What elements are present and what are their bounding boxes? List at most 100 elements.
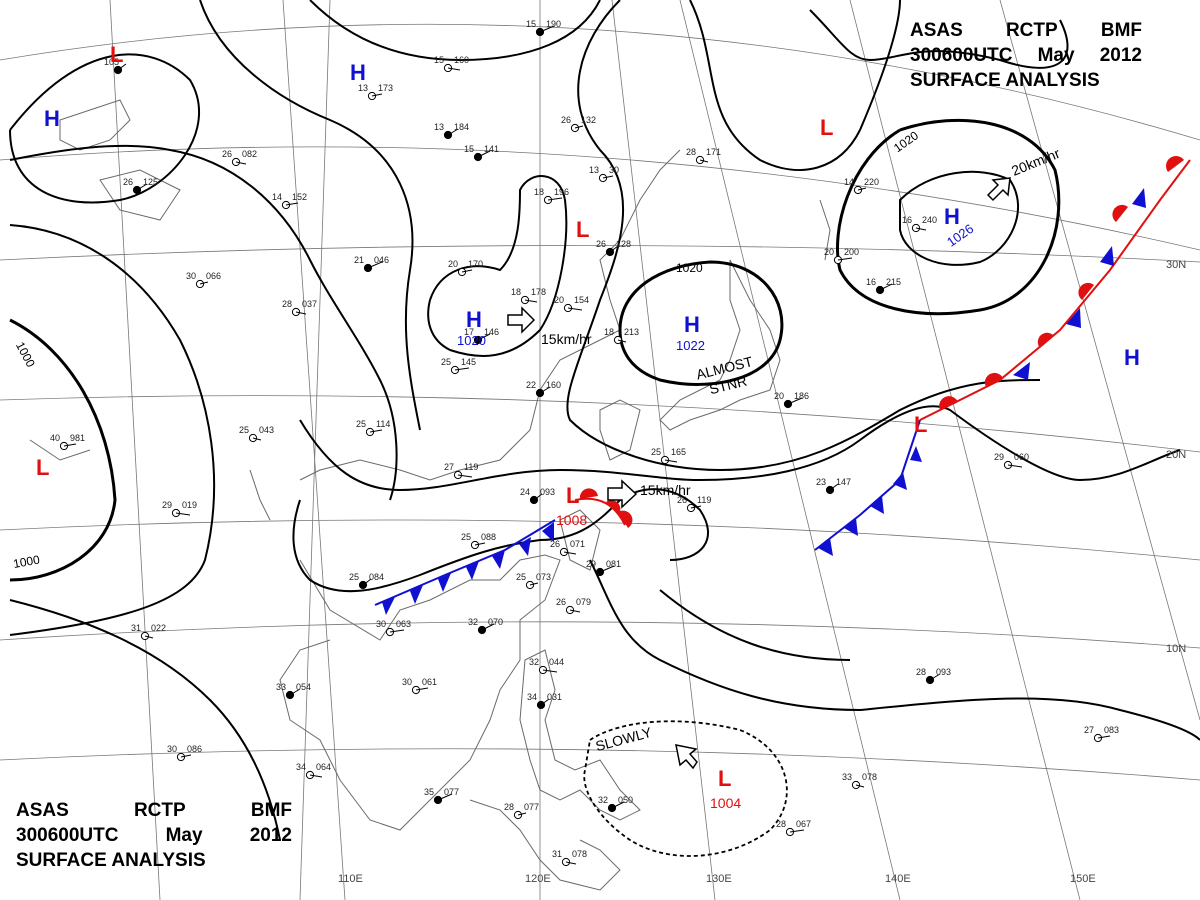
station-plot: 34 064 bbox=[296, 762, 331, 780]
wind-barb bbox=[664, 459, 678, 463]
isobar-north-right bbox=[809, 9, 1069, 69]
wind-barb bbox=[362, 578, 372, 586]
isobar-nw-closed bbox=[9, 53, 201, 204]
station-pressure: 037 bbox=[302, 299, 317, 309]
high-center-pacific-east: H bbox=[1124, 345, 1140, 370]
meridian-140e bbox=[679, 0, 901, 900]
station-pressure: 061 bbox=[422, 677, 437, 687]
station-plot: 26 082 bbox=[222, 149, 257, 167]
wind-barb bbox=[477, 333, 491, 341]
wind-barb bbox=[481, 623, 495, 631]
station-temperature: 24 bbox=[520, 487, 530, 497]
station-temperature: 13 bbox=[358, 83, 368, 93]
station-temperature: 31 bbox=[552, 849, 562, 859]
station-temperature: 15 bbox=[434, 55, 444, 65]
station-temperature: 35 bbox=[424, 787, 434, 797]
wind-barb bbox=[855, 784, 865, 788]
station-temperature: 32 bbox=[598, 795, 608, 805]
station-plot: 30 066 bbox=[186, 271, 221, 289]
station-plot: 32 070 bbox=[468, 617, 503, 635]
station-temperature: 26 bbox=[123, 177, 133, 187]
station-temperature: 29 bbox=[586, 559, 596, 569]
station-temperature: 33 bbox=[842, 772, 852, 782]
station-plot: 18 178 bbox=[511, 287, 546, 305]
lon-label-150e: 150E bbox=[1070, 873, 1096, 885]
isobars bbox=[9, 0, 1200, 857]
station-temperature: 18 bbox=[511, 287, 521, 297]
title-month: May bbox=[165, 825, 203, 846]
station-plot: 31 022 bbox=[131, 623, 166, 641]
lon-label-120e: 120E bbox=[525, 873, 551, 885]
station-temperature: 15 bbox=[464, 144, 474, 154]
station-plot: 28 077 bbox=[504, 802, 539, 820]
high-center-1022-value: 1022 bbox=[676, 338, 705, 353]
station-pressure: 196 bbox=[554, 187, 569, 197]
grid-labels: 110E 120E 130E 140E 150E 30N 20N 10N bbox=[338, 259, 1186, 885]
station-temperature: 28 bbox=[504, 802, 514, 812]
station-plot: 28 093 bbox=[916, 667, 951, 685]
wind-barb bbox=[609, 245, 619, 253]
wind-barb bbox=[389, 629, 405, 633]
meridian-100e bbox=[109, 0, 161, 900]
low-center-1008: L bbox=[566, 483, 579, 508]
station-pressure: 067 bbox=[796, 819, 811, 829]
station-pressure: 173 bbox=[378, 83, 393, 93]
low-center-pacific-front: L bbox=[914, 412, 927, 437]
station-pressure: 119 bbox=[697, 495, 711, 505]
motion-arrow-northwest bbox=[675, 744, 698, 770]
motion-arrow-east-1 bbox=[507, 306, 536, 334]
wind-barb bbox=[837, 257, 853, 261]
station-plot: 31 078 bbox=[552, 849, 587, 867]
station-plot: 33 054 bbox=[276, 682, 311, 700]
station-pressure: 019 bbox=[182, 500, 197, 510]
wind-barb bbox=[602, 175, 614, 179]
coast-island-east bbox=[819, 199, 831, 261]
station-plot: 16 240 bbox=[902, 215, 937, 233]
motion-label-1: 15km/hr bbox=[541, 331, 592, 347]
station-pressure: 054 bbox=[296, 682, 311, 692]
station-pressure: 078 bbox=[572, 849, 587, 859]
low-center-west: L bbox=[36, 455, 49, 480]
wind-barb bbox=[542, 669, 558, 673]
station-plot: 33 078 bbox=[842, 772, 877, 790]
warm-front-taiwan bbox=[574, 488, 633, 528]
station-plot: 16 215 bbox=[866, 277, 901, 295]
station-pressure: 186 bbox=[794, 391, 809, 401]
title-time: 300600UTC bbox=[16, 825, 119, 846]
meridian-110e bbox=[282, 0, 346, 900]
station-pressure: 081 bbox=[606, 559, 621, 569]
station-plot: 29 060 bbox=[994, 452, 1029, 470]
station-plot: 15 141 bbox=[464, 144, 499, 162]
wind-barb bbox=[540, 698, 550, 706]
station-pressure: 114 bbox=[376, 419, 390, 429]
wind-barb bbox=[371, 93, 383, 97]
wind-barb bbox=[285, 202, 299, 206]
lat-label-10n: 10N bbox=[1166, 643, 1186, 655]
coast-borneo bbox=[469, 799, 621, 891]
station-temperature: 30 bbox=[186, 271, 196, 281]
motion-arrow-northeast bbox=[986, 177, 1011, 202]
station-pressure: 043 bbox=[259, 425, 274, 435]
station-temperature: 28 bbox=[686, 147, 696, 157]
station-temperature: 27 bbox=[444, 462, 454, 472]
station-temperature: 28 bbox=[916, 667, 926, 677]
station-plot: 15 160 bbox=[434, 55, 469, 73]
parallel-30n bbox=[0, 245, 1200, 263]
station-pressure: 079 bbox=[576, 597, 591, 607]
isobar-1016 bbox=[566, 0, 1041, 472]
wind-barb bbox=[699, 159, 709, 163]
coast-river-1 bbox=[249, 469, 271, 521]
meridian-150e bbox=[849, 0, 1081, 900]
lon-label-140e: 140E bbox=[885, 873, 911, 885]
station-plot: 27 119 bbox=[444, 462, 478, 480]
isobar-south-center bbox=[659, 589, 851, 661]
station-temperature: 22 bbox=[526, 380, 536, 390]
parallel-5n bbox=[0, 748, 1200, 781]
station-pressure: 082 bbox=[242, 149, 257, 159]
high-center-north: H bbox=[350, 60, 366, 85]
station-plot: 21 046 bbox=[354, 255, 389, 273]
wind-barb bbox=[447, 128, 459, 136]
station-plot: 23 147 bbox=[816, 477, 851, 495]
parallel-20n bbox=[0, 395, 1200, 453]
isobar-top-center bbox=[309, 0, 601, 62]
